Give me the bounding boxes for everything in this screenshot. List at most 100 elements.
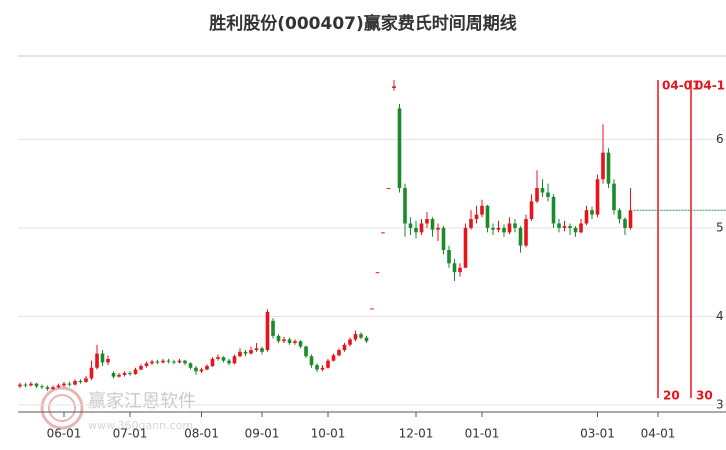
x-tick-label: 07-01 [113, 427, 148, 441]
candle-body [315, 365, 319, 370]
candle-body [590, 210, 594, 215]
candle-body [282, 339, 286, 342]
watermark-url: www.360gann.com [88, 419, 193, 432]
candle-body [73, 381, 77, 385]
candle-body [62, 383, 66, 386]
watermark-logo [40, 386, 84, 430]
candle-body [452, 263, 457, 273]
candle-body [524, 219, 528, 246]
candle-body [133, 369, 138, 374]
candle-body [139, 365, 143, 370]
candle-body [617, 210, 622, 220]
candle-body [161, 360, 165, 363]
candle-body [551, 196, 556, 224]
candle-body [370, 308, 374, 310]
candle-body [18, 384, 22, 387]
candle-body [441, 227, 446, 251]
candle-body [287, 339, 292, 343]
candle-body [221, 357, 226, 361]
candle-body [496, 227, 501, 230]
candle-body [232, 356, 237, 364]
candle-body [128, 373, 132, 375]
candle-body [469, 219, 473, 228]
candle-body [320, 367, 325, 370]
candle-body [100, 353, 105, 363]
candle-body [276, 335, 281, 342]
candle-body [353, 334, 358, 340]
candle-body [502, 227, 506, 233]
x-tick-label: 09-01 [245, 427, 280, 441]
candle-body [474, 214, 479, 220]
candle-body [210, 358, 215, 366]
candle-body [183, 360, 187, 364]
candle-body [337, 350, 341, 356]
candle-body [381, 232, 385, 234]
x-tick-label: 06-01 [47, 427, 82, 441]
candle-body [386, 188, 391, 190]
candle-body [425, 219, 429, 224]
candle-body [243, 351, 248, 354]
candle-body [122, 373, 127, 375]
candle-body [298, 341, 303, 347]
candle-body [540, 188, 545, 193]
y-tick-label: 6 [716, 132, 724, 146]
candle-body [293, 341, 297, 343]
x-tick-label: 04-01 [641, 427, 676, 441]
candle-body [364, 337, 369, 342]
candle-body [89, 367, 94, 379]
candle-body [95, 353, 99, 368]
watermark-name: 赢家江恩软件 [88, 390, 196, 412]
candle-body [331, 355, 336, 361]
candle-body [480, 205, 484, 215]
candle-body [562, 226, 567, 228]
candle-body [573, 227, 578, 233]
candle-body [430, 219, 435, 230]
candle-body [172, 361, 176, 363]
candle-body [45, 387, 50, 389]
candle-body [166, 360, 171, 362]
candle-body [106, 358, 110, 363]
candle-body [392, 86, 396, 89]
candle-body [518, 227, 523, 246]
candle-body [397, 108, 402, 189]
candle-body [51, 387, 55, 389]
chart-title: 胜利股份(000407)赢家费氏时间周期线 [209, 13, 517, 34]
candle-body [628, 210, 633, 228]
candle-body [584, 210, 589, 224]
cycle-count: 30 [696, 389, 713, 403]
candle-body [216, 357, 220, 359]
candle-body [271, 320, 275, 336]
candle-body [227, 360, 231, 364]
candle-body [436, 227, 440, 230]
candle-body [507, 223, 512, 233]
candle-body [150, 361, 154, 364]
candle-body [40, 386, 44, 388]
candle-body [78, 381, 83, 383]
candle-body [408, 223, 413, 228]
y-tick-label: 3 [716, 397, 724, 411]
candle-body [414, 227, 418, 233]
candle-body [546, 192, 550, 197]
candle-body [595, 179, 600, 215]
candle-body [155, 361, 160, 363]
candle-body [359, 334, 363, 338]
candle-body [309, 356, 314, 366]
candle-body [348, 339, 352, 345]
candle-body [260, 348, 264, 352]
candle-body [623, 219, 627, 228]
candle-body [144, 363, 149, 366]
candle-body [205, 365, 209, 370]
candle-body [419, 223, 424, 233]
candle-body [612, 183, 616, 211]
candle-body [491, 227, 495, 230]
candle-body [84, 378, 88, 382]
x-tick-label: 12-01 [399, 427, 434, 441]
candle-body [249, 350, 253, 354]
candle-body [375, 272, 380, 274]
candle-body [485, 205, 490, 228]
candle-body [557, 223, 561, 228]
candle-body [535, 188, 539, 202]
candle-body [111, 373, 116, 377]
watermark-logo [48, 394, 76, 422]
